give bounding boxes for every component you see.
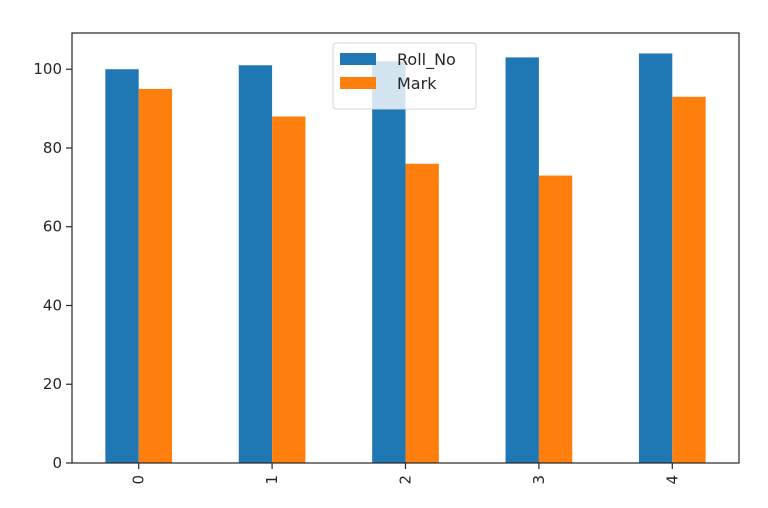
x-tick-label: 2: [397, 475, 415, 485]
bar-mark-3: [538, 175, 573, 464]
x-tick-label: 0: [130, 475, 148, 485]
y-tick-label: 100: [33, 60, 62, 78]
bar-roll-no-3: [505, 57, 539, 464]
bar-mark-0: [138, 88, 173, 464]
legend-swatch-mark: [340, 77, 376, 89]
x-tick-label: 3: [530, 475, 548, 485]
bar-roll-no-1: [238, 65, 273, 464]
bar-mark-2: [405, 163, 439, 463]
bars-group: [105, 53, 706, 464]
bar-roll-no-2: [372, 61, 406, 463]
legend: Roll_No Mark: [332, 42, 477, 110]
x-tick-label: 4: [663, 475, 681, 485]
bar-roll-no-0: [105, 69, 139, 463]
bar-roll-no-4: [638, 53, 673, 463]
y-tick-label: 80: [43, 139, 62, 157]
y-axis: 0 20 40 60 80 100: [33, 60, 72, 472]
bar-mark-4: [672, 96, 706, 464]
x-axis: 0 1 2 3 4: [130, 463, 681, 485]
legend-label-roll-no: Roll_No: [397, 50, 456, 70]
legend-label-mark: Mark: [397, 74, 437, 93]
x-tick-label: 1: [263, 475, 281, 485]
y-tick-label: 60: [43, 218, 62, 236]
y-tick-label: 20: [43, 375, 62, 393]
bar-mark-1: [272, 116, 306, 463]
legend-swatch-roll-no: [340, 53, 376, 65]
y-tick-label: 0: [52, 454, 62, 472]
y-tick-label: 40: [43, 296, 62, 314]
